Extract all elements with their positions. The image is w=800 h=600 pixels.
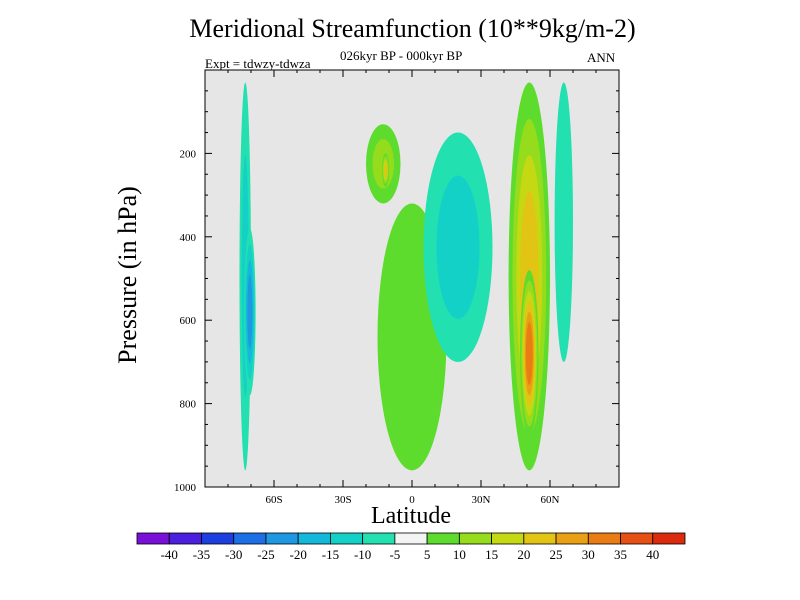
- contour-cell-15n: [436, 175, 480, 319]
- x-tick-label: 60S: [265, 494, 282, 506]
- colorbar-swatch: [491, 532, 525, 545]
- colorbar-label: -10: [354, 547, 371, 562]
- colorbar-swatch: [652, 532, 686, 545]
- colorbar-swatch: [426, 532, 460, 545]
- colorbar-label: -40: [161, 547, 178, 562]
- colorbar-swatch: [330, 532, 364, 545]
- y-tick-label: 400: [180, 232, 197, 244]
- x-axis-label: Latitude: [371, 503, 451, 529]
- colorbar-swatch: [458, 532, 492, 545]
- colorbar-swatch: [297, 532, 331, 545]
- x-tick-label: 30N: [472, 494, 491, 506]
- colorbar-swatch: [523, 532, 557, 545]
- contour-cell-70n: [554, 82, 573, 362]
- colorbar-label: -20: [290, 547, 307, 562]
- y-tick-label: 1000: [174, 482, 197, 494]
- chart-title: Meridional Streamfunction (10**9kg/m-2): [189, 14, 636, 43]
- colorbar-label: 25: [550, 547, 563, 562]
- colorbar-swatch: [362, 532, 396, 545]
- contour-cell-40s-core: [247, 275, 253, 349]
- colorbar-label: 35: [614, 547, 627, 562]
- y-tick-label: 200: [180, 148, 197, 160]
- axis-ticks: 60S 30S 0 30N 60N 200 400 600 800 1000: [174, 70, 619, 506]
- colorbar-label: 30: [582, 547, 595, 562]
- x-tick-label: 30S: [334, 494, 351, 506]
- colorbar-label: 20: [517, 547, 530, 562]
- colorbar-swatch: [201, 532, 235, 545]
- colorbar-swatch: [168, 532, 202, 545]
- colorbar: -40 -35 -30 -25 -20 -15 -10 -5 5 10 15 20 25 30 35 40: [136, 532, 686, 562]
- chart-subtitle: 026kyr BP - 000kyr BP: [340, 48, 463, 63]
- colorbar-swatch: [265, 532, 299, 545]
- x-tick-label: 60N: [541, 494, 560, 506]
- x-tick-label: 0: [409, 494, 415, 506]
- colorbar-label: -35: [193, 547, 210, 562]
- y-tick-label: 800: [180, 399, 197, 411]
- colorbar-label: -5: [389, 547, 400, 562]
- colorbar-label: 15: [485, 547, 498, 562]
- colorbar-label: 40: [646, 547, 659, 562]
- colorbar-label: -30: [225, 547, 242, 562]
- colorbar-swatch: [233, 532, 267, 545]
- colorbar-label: 10: [453, 547, 466, 562]
- y-tick-label: 600: [180, 315, 197, 327]
- colorbar-swatch: [555, 532, 589, 545]
- contour-fill-layer: [239, 82, 573, 471]
- colorbar-swatch: [136, 532, 170, 545]
- colorbar-swatch: [620, 532, 654, 545]
- season-label: ANN: [587, 50, 616, 65]
- contour-cell-equator-core: [384, 162, 388, 178]
- contour-cell-50n-core: [525, 322, 533, 385]
- colorbar-label: -25: [257, 547, 274, 562]
- colorbar-label: -15: [322, 547, 339, 562]
- colorbar-label: 5: [424, 547, 431, 562]
- colorbar-swatch: [587, 532, 621, 545]
- colorbar-swatch: [394, 532, 428, 545]
- experiment-label: Expt = tdwzy-tdwza: [205, 56, 311, 71]
